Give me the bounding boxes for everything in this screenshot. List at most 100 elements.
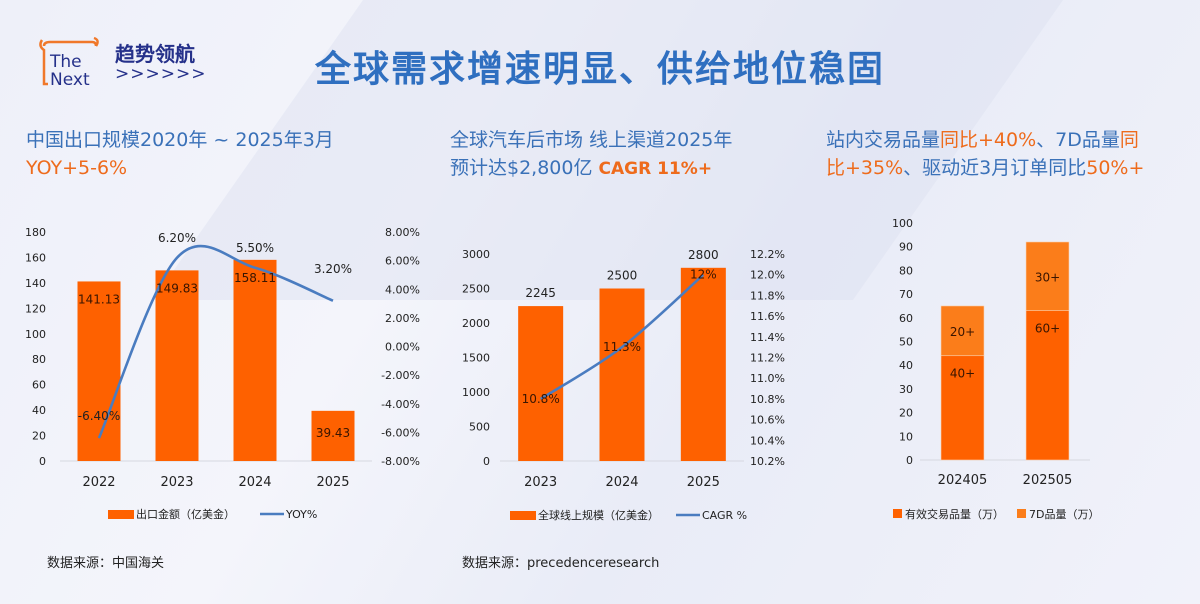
y-tick-label: 100 xyxy=(25,328,46,341)
y2-tick-label: 10.6% xyxy=(750,414,785,427)
line-data-label: 12% xyxy=(690,268,717,282)
x-tick-label: 202405 xyxy=(938,473,988,488)
subtitle-volume-hl: 50%+ xyxy=(1086,157,1145,179)
bar-data-label: 2245 xyxy=(525,286,556,300)
y2-tick-label: 2.00% xyxy=(385,312,420,325)
legend-swatch xyxy=(893,509,902,518)
y2-tick-label: 10.4% xyxy=(750,434,785,447)
bar xyxy=(77,281,121,461)
bar-data-label: 149.83 xyxy=(156,281,198,295)
chevrons-decoration: >>>>>> xyxy=(115,64,207,84)
subtitle-market-line1: 全球汽车后市场 线上渠道2025年 xyxy=(450,129,733,151)
line-data-label: 5.50% xyxy=(236,241,274,255)
bar xyxy=(680,267,726,461)
y-tick-label: 30 xyxy=(899,383,913,396)
stacked-bar-segment xyxy=(940,305,985,357)
y-tick-label: 3000 xyxy=(462,248,490,261)
y-tick-label: 0 xyxy=(39,455,46,468)
subtitle-market-line2: 预计达$2,800亿 xyxy=(450,157,599,179)
subtitle-export-yoy: YOY+5-6% xyxy=(26,157,128,179)
y-tick-label: 0 xyxy=(906,454,913,467)
y-tick-label: 20 xyxy=(899,407,913,420)
y-tick-label: 180 xyxy=(25,226,46,239)
y-tick-label: 500 xyxy=(469,421,490,434)
bar xyxy=(518,306,564,461)
x-tick-label: 202505 xyxy=(1023,473,1073,488)
y2-tick-label: -4.00% xyxy=(381,398,420,411)
y-tick-label: 90 xyxy=(899,241,913,254)
y-tick-label: 2000 xyxy=(462,317,490,330)
y-tick-label: 40 xyxy=(899,359,913,372)
y-tick-label: 80 xyxy=(32,353,46,366)
subtitle-market-cagr: CAGR 11%+ xyxy=(598,159,713,179)
legend-label: CAGR % xyxy=(702,509,747,522)
line-data-label: 10.8% xyxy=(522,392,560,406)
x-tick-label: 2025 xyxy=(687,475,720,490)
legend-label: 出口金额（亿美金） xyxy=(136,507,235,521)
subtitle-volume-text: 、7D品量 xyxy=(1036,129,1120,151)
legend-swatch xyxy=(1017,509,1026,518)
legend-swatch-bar xyxy=(510,511,536,520)
brand-name: 趋势领航 xyxy=(115,42,195,66)
y2-tick-label: -8.00% xyxy=(381,455,420,468)
x-tick-label: 2023 xyxy=(160,475,193,490)
source-note-research: 数据来源：precedenceresearch xyxy=(462,556,660,571)
y-tick-label: 140 xyxy=(25,277,46,290)
y2-tick-label: -2.00% xyxy=(381,369,420,382)
bar-data-label: 2800 xyxy=(688,248,719,262)
bar xyxy=(599,288,645,461)
x-tick-label: 2023 xyxy=(524,475,557,490)
x-tick-label: 2022 xyxy=(82,475,115,490)
y2-tick-label: 6.00% xyxy=(385,255,420,268)
line-series xyxy=(539,273,705,400)
y2-tick-label: 8.00% xyxy=(385,226,420,239)
y-tick-label: 60 xyxy=(32,379,46,392)
svg-text:The: The xyxy=(49,52,82,72)
page-title: 全球需求增速明显、供给地位稳固 xyxy=(314,49,885,90)
y-tick-label: 160 xyxy=(25,251,46,264)
line-data-label: 11.3% xyxy=(603,340,641,354)
subtitle-volume-text: 站内交易品量 xyxy=(826,129,941,151)
the-next-logo: The Next xyxy=(39,36,99,88)
y2-tick-label: 10.2% xyxy=(750,455,785,468)
y2-tick-label: 4.00% xyxy=(385,283,420,296)
y-tick-label: 20 xyxy=(32,430,46,443)
stacked-bar-segment xyxy=(1025,241,1070,311)
x-tick-label: 2024 xyxy=(238,475,271,490)
bar-data-label: 40+ xyxy=(950,367,975,381)
stacked-bar-segment xyxy=(940,355,985,461)
bar-data-label: 2500 xyxy=(607,269,638,283)
subtitle-volume-hl: 同比+40% xyxy=(940,129,1037,151)
subtitle-export-line1: 中国出口规模2020年 ~ 2025年3月 xyxy=(26,129,334,151)
bar-data-label: 30+ xyxy=(1035,270,1060,284)
svg-text:Next: Next xyxy=(50,70,90,88)
subtitle-volume: 站内交易品量同比+40%、7D品量同 比+35%、驱动近3月订单同比50%+ xyxy=(826,126,1144,182)
y-tick-label: 60 xyxy=(899,312,913,325)
y2-tick-label: 0.00% xyxy=(385,341,420,354)
bar-data-label: 39.43 xyxy=(316,426,350,440)
y2-tick-label: 12.2% xyxy=(750,248,785,261)
y2-tick-label: -6.00% xyxy=(381,426,420,439)
legend-label: YOY% xyxy=(285,508,317,521)
y-tick-label: 1500 xyxy=(462,352,490,365)
y-tick-label: 40 xyxy=(32,404,46,417)
line-data-label: -6.40% xyxy=(78,409,120,423)
y-tick-label: 1000 xyxy=(462,386,490,399)
y2-tick-label: 11.0% xyxy=(750,372,785,385)
y-tick-label: 50 xyxy=(899,336,913,349)
bar xyxy=(311,410,355,461)
y-tick-label: 120 xyxy=(25,302,46,315)
y2-tick-label: 10.8% xyxy=(750,393,785,406)
y-tick-label: 0 xyxy=(483,455,490,468)
subtitle-market: 全球汽车后市场 线上渠道2025年 预计达$2,800亿 CAGR 11%+ xyxy=(450,126,732,183)
y2-tick-label: 11.4% xyxy=(750,331,785,344)
x-tick-label: 2025 xyxy=(316,475,349,490)
subtitle-volume-text: 、驱动近3月订单同比 xyxy=(903,157,1087,179)
y-tick-label: 10 xyxy=(899,430,913,443)
legend-swatch-bar xyxy=(108,510,134,519)
line-data-label: 3.20% xyxy=(314,262,352,276)
y-tick-label: 80 xyxy=(899,264,913,277)
subtitle-volume-hl: 同 xyxy=(1119,129,1139,151)
line-series xyxy=(97,244,334,439)
y-tick-label: 100 xyxy=(892,217,913,230)
